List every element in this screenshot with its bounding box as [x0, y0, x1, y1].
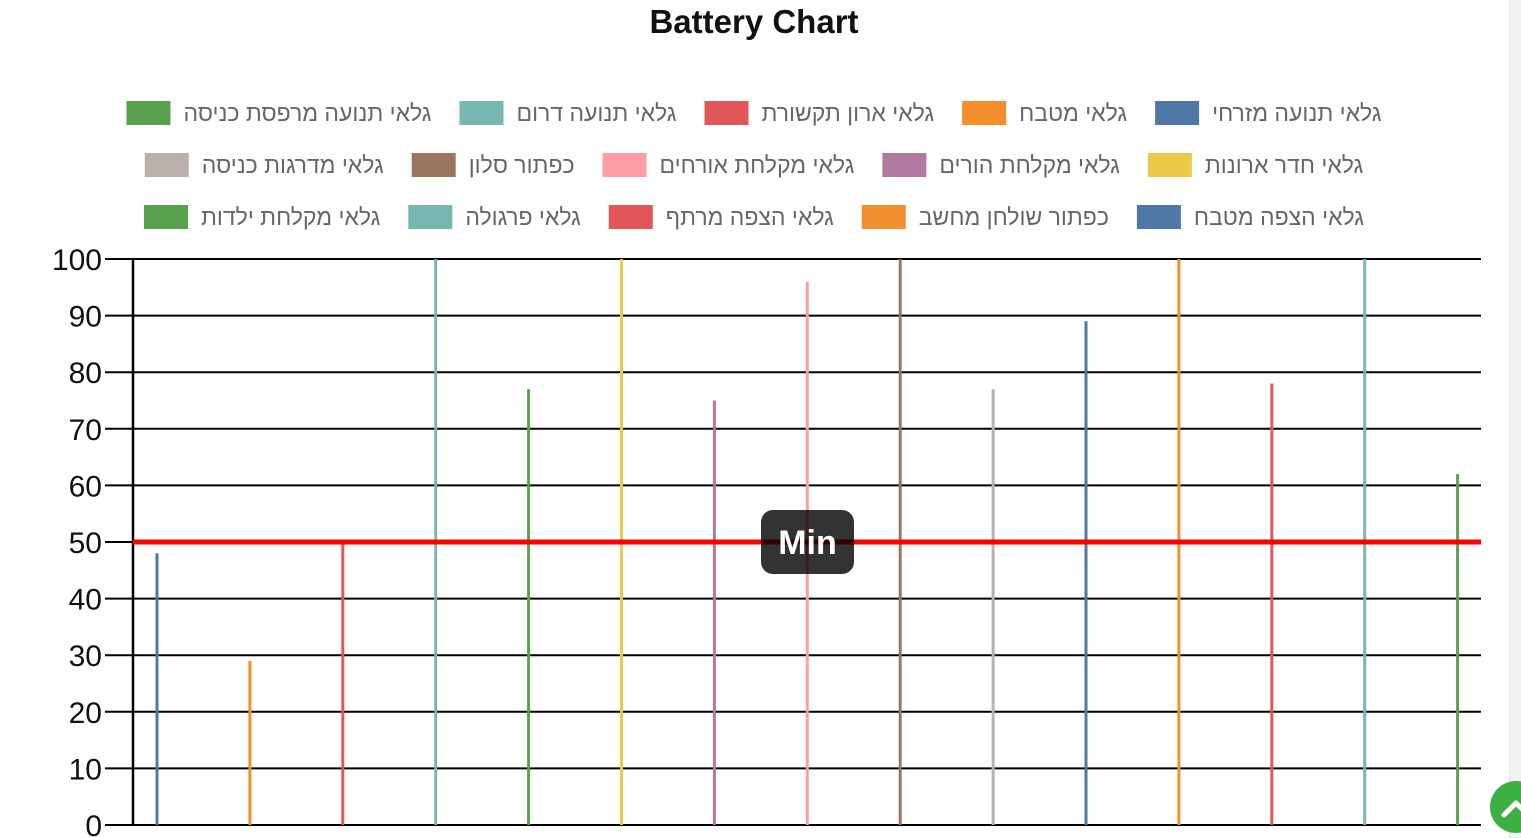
bar[interactable]: [341, 542, 345, 825]
legend-label: גלאי תנועה מרפסת כניסה: [184, 100, 432, 126]
bar[interactable]: [1270, 383, 1274, 825]
legend-swatch[interactable]: [411, 153, 456, 177]
legend-label: גלאי פרגולה: [465, 204, 581, 230]
legend-swatch[interactable]: [704, 101, 749, 125]
legend-swatch[interactable]: [1136, 205, 1181, 229]
chart-title: Battery Chart: [649, 3, 858, 40]
bar[interactable]: [712, 400, 716, 826]
bar[interactable]: [991, 389, 995, 825]
legend-swatch[interactable]: [144, 205, 189, 229]
y-tick-label: 50: [69, 527, 102, 560]
legend-label: גלאי מקלחת ילדות: [201, 204, 381, 230]
legend-label: כפתור שולחן מחשב: [919, 204, 1109, 230]
legend-label: גלאי הצפה מטבח: [1194, 204, 1364, 230]
y-tick-label: 40: [69, 584, 102, 617]
bar[interactable]: [1456, 474, 1460, 825]
legend-swatch[interactable]: [459, 101, 504, 125]
legend-swatch[interactable]: [1147, 153, 1192, 177]
legend-swatch[interactable]: [126, 101, 171, 125]
chart-legend: גלאי תנועה מזרחי גלאי מטבח גלאי ארון תקשור…: [126, 100, 1382, 230]
legend-label: כפתור סלון: [469, 152, 575, 178]
bar[interactable]: [527, 389, 531, 825]
bar[interactable]: [248, 660, 252, 825]
legend-swatch[interactable]: [602, 153, 647, 177]
chevron-up-icon: [1501, 800, 1521, 818]
legend-swatch[interactable]: [962, 101, 1007, 125]
legend-swatch[interactable]: [144, 153, 189, 177]
y-tick-label: 80: [69, 357, 102, 390]
y-tick-label: 70: [69, 414, 102, 447]
y-tick-label: 10: [69, 753, 102, 786]
y-tick-label: 60: [69, 470, 102, 503]
page-scrollbar[interactable]: [1509, 0, 1521, 838]
legend-label: גלאי מטבח: [1019, 100, 1127, 126]
bar[interactable]: [155, 553, 159, 825]
bar[interactable]: [1084, 321, 1088, 825]
legend-label: גלאי מקלחת אורחים: [660, 152, 855, 178]
legend-label: גלאי חדר ארונות: [1205, 152, 1364, 178]
legend-swatch[interactable]: [408, 205, 453, 229]
y-tick-label: 30: [69, 640, 102, 673]
y-tick-label: 20: [69, 697, 102, 730]
legend-label: גלאי מדרגות כניסה: [202, 152, 384, 178]
y-tick-label: 90: [69, 301, 102, 334]
threshold-label: Min: [778, 524, 837, 562]
legend-label: גלאי הצפה מרתף: [666, 204, 834, 230]
legend-label: גלאי תנועה מזרחי: [1212, 100, 1382, 126]
y-axis: 0 10 20 30 40 50 60 70 80 90 100: [52, 244, 102, 838]
legend-swatch[interactable]: [882, 153, 927, 177]
y-tick-label: 100: [52, 244, 102, 277]
y-tick-label: 0: [85, 810, 102, 838]
min-threshold: Min: [133, 510, 1481, 574]
legend-label: גלאי ארון תקשורת: [762, 100, 935, 126]
threshold-label-box: [761, 510, 854, 574]
legend-swatch[interactable]: [608, 205, 653, 229]
legend-swatch[interactable]: [861, 205, 906, 229]
legend-label: גלאי תנועה דרום: [516, 100, 676, 126]
legend-swatch[interactable]: [1155, 101, 1200, 125]
legend-label: גלאי מקלחת הורים: [939, 152, 1120, 178]
